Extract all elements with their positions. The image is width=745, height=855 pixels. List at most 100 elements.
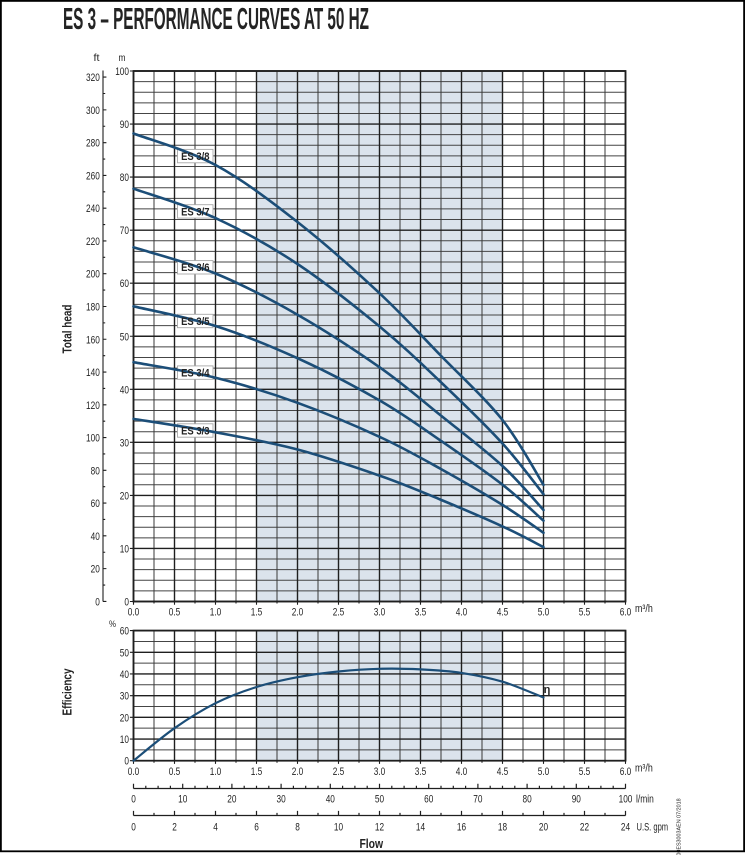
svg-text:160: 160 xyxy=(86,334,100,346)
svg-text:2.0: 2.0 xyxy=(292,606,304,618)
svg-text:ES 3/7: ES 3/7 xyxy=(181,206,209,218)
svg-text:00ES3003AEN 07/2018: 00ES3003AEN 07/2018 xyxy=(677,798,683,855)
svg-text:40: 40 xyxy=(91,531,100,543)
svg-text:ES 3/4: ES 3/4 xyxy=(181,368,209,380)
svg-text:Flow: Flow xyxy=(359,836,383,851)
svg-text:60: 60 xyxy=(120,278,129,290)
svg-text:0: 0 xyxy=(124,756,129,768)
svg-text:8: 8 xyxy=(295,821,300,833)
svg-text:4.5: 4.5 xyxy=(497,606,509,618)
svg-text:180: 180 xyxy=(86,301,100,313)
svg-text:50: 50 xyxy=(120,331,129,343)
svg-text:300: 300 xyxy=(86,105,100,117)
svg-text:6.0: 6.0 xyxy=(620,606,632,618)
svg-text:6.0: 6.0 xyxy=(620,766,632,778)
svg-text:4.0: 4.0 xyxy=(456,766,468,778)
svg-text:50: 50 xyxy=(375,793,384,805)
svg-text:ES 3 – PERFORMANCE CURVES AT 5: ES 3 – PERFORMANCE CURVES AT 50 HZ xyxy=(63,1,369,36)
svg-text:40: 40 xyxy=(120,384,129,396)
svg-text:280: 280 xyxy=(86,138,100,150)
svg-text:1.0: 1.0 xyxy=(210,766,222,778)
svg-text:3.0: 3.0 xyxy=(374,766,386,778)
svg-text:320: 320 xyxy=(86,72,100,84)
svg-text:ES 3/8: ES 3/8 xyxy=(181,151,209,163)
svg-text:6: 6 xyxy=(254,821,259,833)
svg-text:70: 70 xyxy=(120,225,129,237)
svg-text:Total head: Total head xyxy=(61,305,75,354)
svg-text:3.0: 3.0 xyxy=(374,606,386,618)
svg-text:24: 24 xyxy=(621,821,630,833)
svg-text:30: 30 xyxy=(120,691,129,703)
svg-text:20: 20 xyxy=(539,821,548,833)
svg-text:%: % xyxy=(109,619,116,629)
svg-text:60: 60 xyxy=(424,793,433,805)
svg-text:16: 16 xyxy=(457,821,466,833)
svg-text:1.5: 1.5 xyxy=(251,766,263,778)
svg-text:90: 90 xyxy=(572,793,581,805)
svg-text:ES 3/5: ES 3/5 xyxy=(181,316,209,328)
svg-text:140: 140 xyxy=(86,367,100,379)
svg-text:20: 20 xyxy=(91,564,100,576)
svg-text:200: 200 xyxy=(86,269,100,281)
svg-text:22: 22 xyxy=(580,821,589,833)
svg-text:70: 70 xyxy=(473,793,482,805)
svg-text:m: m xyxy=(119,53,126,64)
svg-text:2: 2 xyxy=(172,821,177,833)
svg-text:3.5: 3.5 xyxy=(415,606,427,618)
svg-text:14: 14 xyxy=(416,821,425,833)
svg-text:0: 0 xyxy=(131,821,136,833)
svg-text:4: 4 xyxy=(213,821,218,833)
svg-text:0: 0 xyxy=(95,596,100,608)
svg-text:30: 30 xyxy=(120,437,129,449)
svg-text:260: 260 xyxy=(86,170,100,182)
svg-text:Efficiency: Efficiency xyxy=(61,668,75,715)
svg-text:3.5: 3.5 xyxy=(415,766,427,778)
svg-text:100: 100 xyxy=(115,66,129,78)
svg-text:5.0: 5.0 xyxy=(538,766,550,778)
svg-text:10: 10 xyxy=(120,734,129,746)
svg-text:90: 90 xyxy=(120,119,129,131)
svg-text:5.0: 5.0 xyxy=(538,606,550,618)
svg-text:30: 30 xyxy=(277,793,286,805)
svg-text:2.5: 2.5 xyxy=(333,766,345,778)
svg-text:40: 40 xyxy=(326,793,335,805)
svg-text:5.5: 5.5 xyxy=(579,766,591,778)
svg-text:10: 10 xyxy=(334,821,343,833)
svg-text:ES 3/6: ES 3/6 xyxy=(181,262,209,274)
svg-text:ES 3/3: ES 3/3 xyxy=(181,425,209,437)
svg-text:U.S. gpm: U.S. gpm xyxy=(637,821,669,833)
svg-text:240: 240 xyxy=(86,203,100,215)
svg-text:40: 40 xyxy=(120,669,129,681)
svg-text:80: 80 xyxy=(523,793,532,805)
svg-text:0.0: 0.0 xyxy=(128,606,140,618)
svg-text:20: 20 xyxy=(120,490,129,502)
svg-text:4.5: 4.5 xyxy=(497,766,509,778)
svg-text:60: 60 xyxy=(91,498,100,510)
svg-text:ft: ft xyxy=(94,53,100,64)
svg-text:l/min: l/min xyxy=(636,793,654,805)
svg-text:100: 100 xyxy=(619,793,633,805)
svg-text:20: 20 xyxy=(120,712,129,724)
svg-text:0: 0 xyxy=(124,597,129,609)
svg-text:120: 120 xyxy=(86,400,100,412)
svg-text:220: 220 xyxy=(86,236,100,248)
svg-text:4.0: 4.0 xyxy=(456,606,468,618)
svg-text:60: 60 xyxy=(120,626,129,638)
svg-text:0.0: 0.0 xyxy=(128,766,140,778)
svg-text:80: 80 xyxy=(120,172,129,184)
svg-text:2.5: 2.5 xyxy=(333,606,345,618)
svg-text:20: 20 xyxy=(227,793,236,805)
svg-text:1.0: 1.0 xyxy=(210,606,222,618)
svg-text:5.5: 5.5 xyxy=(579,606,591,618)
svg-text:10: 10 xyxy=(120,543,129,555)
svg-text:50: 50 xyxy=(120,647,129,659)
svg-text:18: 18 xyxy=(498,821,507,833)
svg-text:1.5: 1.5 xyxy=(251,606,263,618)
svg-text:0.5: 0.5 xyxy=(169,606,181,618)
svg-text:0: 0 xyxy=(131,793,136,805)
svg-text:10: 10 xyxy=(178,793,187,805)
svg-text:η: η xyxy=(544,684,551,696)
svg-text:m³/h: m³/h xyxy=(635,603,653,615)
svg-text:12: 12 xyxy=(375,821,384,833)
svg-text:100: 100 xyxy=(86,433,100,445)
